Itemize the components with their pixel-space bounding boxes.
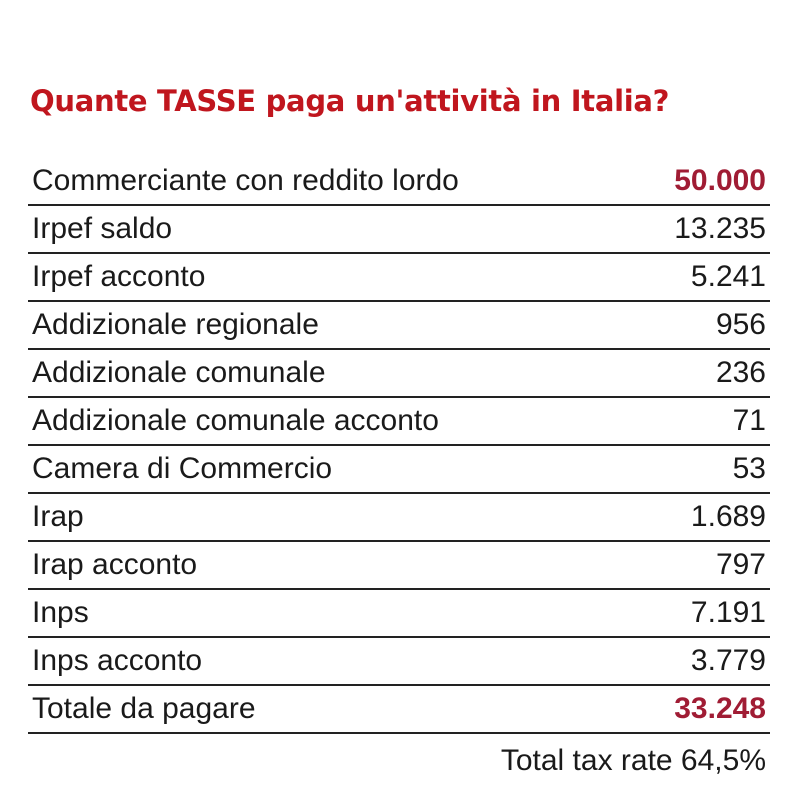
table-row: Irpef saldo 13.235 <box>28 206 770 254</box>
table-row: Irap 1.689 <box>28 494 770 542</box>
row-amount: 956 <box>715 308 766 341</box>
row-amount: 3.779 <box>690 644 766 677</box>
row-label: Addizionale comunale <box>32 356 326 389</box>
row-label: Totale da pagare <box>32 692 256 725</box>
table-row: Camera di Commercio 53 <box>28 446 770 494</box>
row-amount: 50.000 <box>674 164 766 197</box>
table-row: Addizionale comunale acconto 71 <box>28 398 770 446</box>
row-amount: 5.241 <box>690 260 766 293</box>
table-row: Addizionale regionale 956 <box>28 302 770 350</box>
row-amount: 71 <box>732 404 766 437</box>
row-label: Addizionale regionale <box>32 308 319 341</box>
tax-table: Commerciante con reddito lordo 50.000 Irpe… <box>28 158 770 734</box>
table-row: Inps 7.191 <box>28 590 770 638</box>
table-row: Inps acconto 3.779 <box>28 638 770 686</box>
row-amount: 1.689 <box>690 500 766 533</box>
footer: Total tax rate 64,5% <box>500 744 766 777</box>
table-row: Irap acconto 797 <box>28 542 770 590</box>
row-label: Inps <box>32 596 89 629</box>
row-amount: 13.235 <box>674 212 766 245</box>
row-amount: 53 <box>732 452 766 485</box>
table-row: Addizionale comunale 236 <box>28 350 770 398</box>
row-label: Commerciante con reddito lordo <box>32 164 459 197</box>
table-row: Irpef acconto 5.241 <box>28 254 770 302</box>
row-label: Inps acconto <box>32 644 203 677</box>
table-row: Totale da pagare 33.248 <box>28 686 770 734</box>
row-label: Irap <box>32 500 84 533</box>
title: Quante TASSE paga un'attività in Italia? <box>30 84 670 118</box>
row-amount: 7.191 <box>690 596 766 629</box>
table-row: Commerciante con reddito lordo 50.000 <box>28 158 770 206</box>
row-label: Irpef saldo <box>32 212 173 245</box>
row-amount: 797 <box>715 548 766 581</box>
row-label: Irpef acconto <box>32 260 206 293</box>
row-amount: 33.248 <box>674 692 766 725</box>
row-label: Camera di Commercio <box>32 452 333 485</box>
row-label: Addizionale comunale acconto <box>32 404 439 437</box>
row-amount: 236 <box>715 356 766 389</box>
row-label: Irap acconto <box>32 548 198 581</box>
